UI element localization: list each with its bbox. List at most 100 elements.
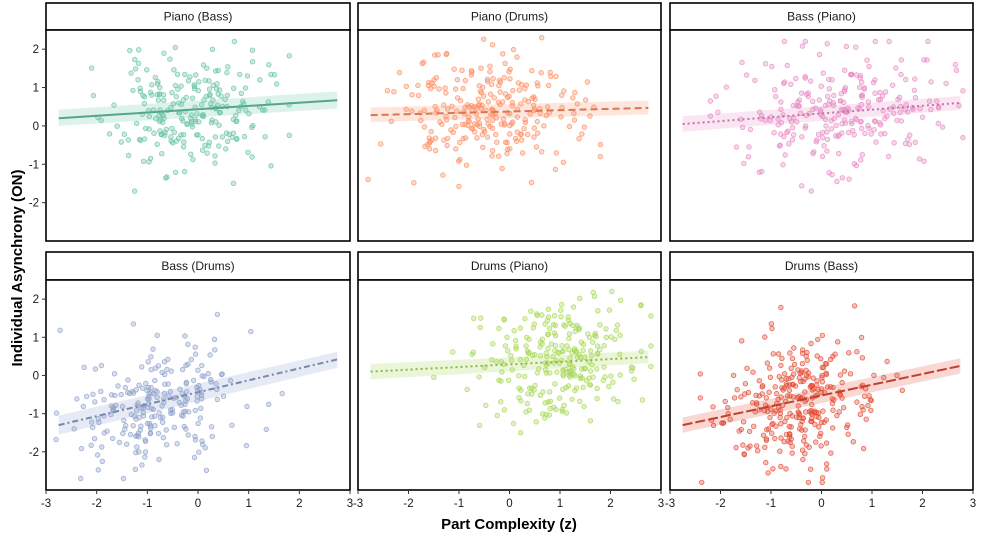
data-point [762, 61, 769, 67]
data-point [534, 312, 540, 319]
data-point [799, 427, 805, 433]
data-point [507, 131, 513, 137]
data-point [561, 88, 567, 94]
data-point [824, 466, 830, 472]
data-point [94, 452, 101, 458]
data-point [517, 131, 524, 138]
data-point [214, 311, 221, 318]
data-point [139, 462, 145, 468]
data-point [521, 362, 527, 369]
data-point [504, 150, 510, 157]
data-point [565, 317, 572, 323]
data-point [870, 79, 877, 86]
data-point [514, 114, 521, 120]
data-point [820, 70, 826, 76]
data-point [224, 138, 231, 144]
data-point [172, 82, 179, 89]
data-point [839, 395, 845, 401]
y-tick-label: 1 [33, 332, 39, 344]
data-point [746, 144, 752, 150]
x-tick-label: 0 [818, 498, 824, 510]
data-point [210, 97, 216, 103]
data-point [779, 385, 785, 391]
data-point [730, 372, 737, 379]
data-point [846, 176, 852, 182]
data-point [778, 421, 784, 427]
data-point [866, 125, 872, 132]
data-point [500, 116, 507, 122]
data-point [519, 150, 526, 156]
data-point [570, 364, 576, 370]
x-tick-label: 2 [607, 498, 613, 510]
data-point [809, 401, 815, 408]
panel-border [357, 29, 662, 242]
data-point [271, 71, 278, 78]
data-point [547, 69, 553, 76]
data-point [756, 169, 762, 175]
data-point [935, 120, 941, 127]
data-point [587, 113, 593, 119]
data-point [464, 386, 470, 393]
data-point [551, 313, 558, 319]
data-point [837, 372, 844, 378]
data-point [546, 412, 553, 418]
data-point [510, 87, 516, 94]
data-point [128, 70, 134, 76]
data-point [452, 86, 459, 92]
data-point [481, 36, 487, 42]
data-point [912, 76, 918, 82]
data-point [155, 363, 162, 369]
data-point [882, 89, 889, 95]
data-point [490, 75, 496, 82]
data-point [854, 349, 860, 355]
data-point [891, 140, 897, 146]
data-point [365, 176, 371, 183]
data-point [426, 79, 432, 86]
x-tick-label: -2 [715, 498, 725, 510]
data-point [518, 387, 524, 393]
data-point [238, 90, 244, 97]
data-point [834, 178, 840, 185]
data-point [477, 324, 483, 331]
data-point [159, 150, 165, 157]
data-point [808, 382, 814, 389]
data-point [570, 95, 576, 101]
data-point [90, 92, 97, 99]
data-point [852, 115, 859, 122]
data-point [841, 405, 847, 411]
data-point [540, 389, 546, 395]
data-point [142, 454, 148, 460]
panel-title: Drums (Piano) [471, 259, 548, 273]
data-point [787, 431, 793, 437]
data-point [780, 402, 786, 408]
data-point [152, 377, 158, 384]
data-point [501, 122, 508, 128]
data-point [454, 76, 461, 83]
data-point [796, 414, 802, 421]
data-point [919, 114, 926, 120]
data-point [808, 340, 814, 347]
data-point [148, 367, 154, 373]
data-point [89, 424, 96, 431]
data-point [185, 432, 191, 438]
data-point [608, 373, 614, 379]
data-point [617, 297, 624, 303]
data-point [227, 377, 234, 384]
data-point [484, 134, 491, 140]
data-point [489, 357, 495, 363]
data-point [242, 85, 249, 91]
data-point [776, 374, 782, 380]
data-point [262, 134, 268, 140]
data-point [569, 396, 575, 402]
data-point [188, 151, 194, 157]
data-point [167, 56, 173, 62]
data-point [848, 118, 854, 125]
data-point [830, 407, 836, 413]
data-point [725, 404, 731, 411]
data-point [960, 88, 966, 94]
data-point [440, 172, 446, 178]
data-point [803, 353, 809, 359]
data-point [177, 386, 183, 392]
data-point [409, 92, 415, 98]
data-point [212, 153, 218, 159]
